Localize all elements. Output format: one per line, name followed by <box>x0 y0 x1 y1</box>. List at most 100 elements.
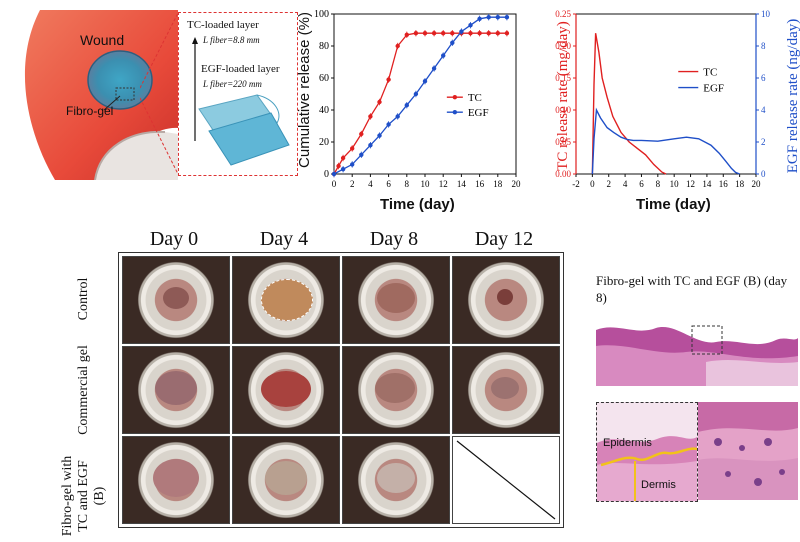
data-point-egf <box>368 143 373 148</box>
wound-area <box>375 373 415 403</box>
data-point-tc <box>340 155 346 161</box>
release-rate-chart: -2 0 2 4 6 8 10 12 14 16 18 200.000.050.100.150.200… <box>555 9 771 189</box>
wound-area <box>163 287 189 309</box>
legend-label-egf: EGF <box>468 107 489 119</box>
wound-area <box>265 461 307 495</box>
data-point-egf <box>340 167 346 172</box>
zoom-lines <box>140 12 179 175</box>
data-point-egf <box>431 66 437 71</box>
data-point-egf <box>459 29 464 34</box>
data-point-egf <box>504 15 510 20</box>
y2-tick-label: 8 <box>761 41 766 51</box>
data-point-tc <box>395 43 400 49</box>
legend-marker-tc <box>452 95 458 100</box>
day-header-1: Day 4 <box>259 228 309 250</box>
data-point-tc <box>431 31 437 36</box>
photo-control-day0 <box>122 256 230 344</box>
y-tick-label: 0.20 <box>555 41 571 51</box>
wound-area <box>377 463 415 493</box>
x-tick-label: 20 <box>752 179 762 189</box>
wound-area <box>261 279 313 321</box>
photo-commercial-day8 <box>342 346 450 434</box>
x-tick-label: 0 <box>332 179 337 189</box>
photo-fibrogel-day12-empty <box>452 436 560 524</box>
legend-label-tc: TC <box>468 92 482 104</box>
data-point-egf <box>386 122 391 127</box>
y-tick-label: 60 <box>319 73 329 84</box>
data-point-tc <box>441 31 446 36</box>
x-tick-label: 20 <box>512 179 522 189</box>
data-point-tc <box>404 32 409 37</box>
photo-control-day4 <box>232 256 340 344</box>
histology-zoom-right-drawing <box>698 402 798 500</box>
data-point-tc <box>413 31 419 36</box>
x-tick-label: 16 <box>719 179 729 189</box>
legend-marker-egf <box>452 110 458 115</box>
x-tick-label: 12 <box>439 179 448 189</box>
data-point-egf <box>441 53 446 58</box>
data-point-egf <box>495 15 500 20</box>
data-point-tc <box>368 114 373 119</box>
data-point-tc <box>495 31 500 36</box>
data-point-egf <box>377 133 382 138</box>
data-point-tc <box>377 99 382 105</box>
data-point-tc <box>486 31 491 36</box>
photo-commercial-day4 <box>232 346 340 434</box>
data-point-tc <box>504 31 510 36</box>
data-point-tc <box>350 146 355 151</box>
fibrogel-label: Fibro-gel <box>66 104 114 118</box>
legend-label-egf: EGF <box>703 83 724 95</box>
x-tick-label: 18 <box>735 179 745 189</box>
data-point-tc <box>386 77 391 82</box>
data-point-tc <box>359 131 364 137</box>
photo-fibrogel-day8 <box>342 436 450 524</box>
y-tick-label: 0.25 <box>555 9 571 19</box>
data-point-egf <box>422 79 428 84</box>
x-tick-label: -2 <box>572 179 580 189</box>
histology-overview <box>596 316 798 386</box>
data-point-egf <box>395 114 400 119</box>
y-tick-label: 0.00 <box>555 169 571 179</box>
photo-fibrogel-day4 <box>232 436 340 524</box>
x-tick-label: 8 <box>405 179 410 189</box>
day-header-3: Day 12 <box>474 228 534 250</box>
y-tick-label: 0.15 <box>555 73 571 83</box>
row-header-fibrogel: Fibro-gel with TC and EGF (B) <box>60 455 107 537</box>
x-tick-label: 10 <box>421 179 431 189</box>
x-tick-label: 6 <box>639 179 644 189</box>
data-point-tc <box>468 31 473 36</box>
skin-drawing <box>24 10 179 181</box>
x-tick-label: 16 <box>475 179 485 189</box>
y-tick-label: 0.05 <box>555 137 571 147</box>
wound-area <box>491 377 519 399</box>
chart2-xlabel: Time (day) <box>636 196 711 213</box>
y2-tick-label: 10 <box>761 9 771 19</box>
x-tick-label: 12 <box>686 179 695 189</box>
data-point-tc <box>336 163 341 169</box>
wound-area <box>155 371 197 405</box>
egf-layer-label: EGF-loaded layer <box>201 63 280 75</box>
chart1-ylabel: Cumulative release (%) <box>296 12 313 168</box>
wound-area <box>261 371 311 407</box>
x-tick-label: 14 <box>457 179 467 189</box>
y-tick-label: 0.10 <box>555 105 571 115</box>
legend-label-tc: TC <box>703 67 717 79</box>
photo-commercial-day0 <box>122 346 230 434</box>
bilayer-inset: TC-loaded layer L fiber=8.8 mm EGF-loade… <box>178 12 298 176</box>
data-point-egf <box>486 15 491 20</box>
x-tick-label: 6 <box>386 179 391 189</box>
wound-label: Wound <box>80 32 125 48</box>
tc-layer-label: TC-loaded layer <box>187 19 259 31</box>
y2-tick-label: 6 <box>761 73 766 83</box>
dermis-label: Dermis <box>641 479 676 491</box>
wound-area <box>377 283 415 313</box>
wound-area <box>153 459 199 497</box>
data-point-egf <box>404 103 409 108</box>
series-line-egf <box>591 107 740 175</box>
cumulative-release-chart: 0 2 4 6 8 10 12 14 16 18 20 0 20 40 60 80 100 TC EGF <box>314 9 522 189</box>
x-tick-label: 4 <box>368 179 373 189</box>
chart2-y2label: EGF release rate (ng/day) <box>785 18 800 174</box>
photo-grid <box>118 252 564 528</box>
chart1-xlabel: Time (day) <box>380 196 455 213</box>
tc-fiber-length: L fiber=8.8 mm <box>203 35 260 45</box>
